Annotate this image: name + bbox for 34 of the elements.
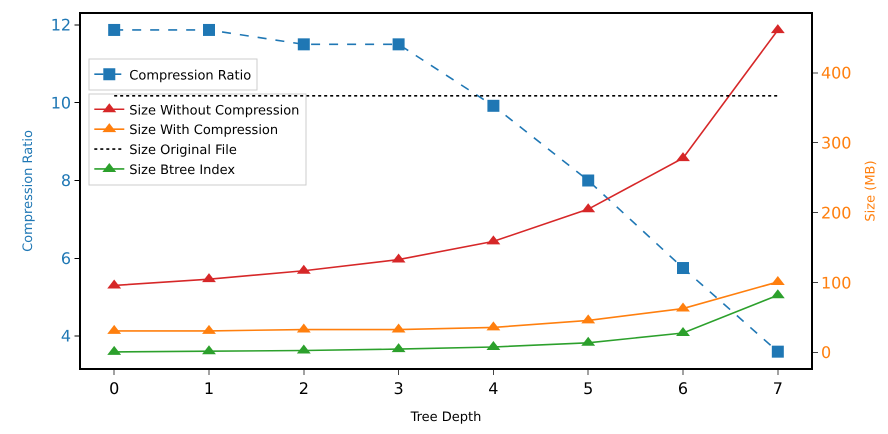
y2-tick-label: 100 xyxy=(820,273,852,292)
x-axis-title: Tree Depth xyxy=(410,410,482,426)
y2-axis-title: Size (MB) xyxy=(864,160,879,222)
y2-tick-label: 200 xyxy=(820,203,852,222)
point xyxy=(202,24,215,36)
legend-label: Size Without Compression xyxy=(129,103,300,118)
x-tick-label: 3 xyxy=(394,378,404,398)
point xyxy=(487,100,500,112)
x-tick-label: 4 xyxy=(488,378,498,398)
x-tick-label: 6 xyxy=(678,378,688,398)
y-tick-label: 6 xyxy=(60,248,72,268)
y2-tick-label: 400 xyxy=(820,63,852,82)
y2-tick-label: 0 xyxy=(820,343,832,362)
y-tick-label: 12 xyxy=(50,15,72,34)
legend-label: Size Btree Index xyxy=(129,163,236,178)
legend-label: Compression Ratio xyxy=(129,68,252,84)
point xyxy=(582,174,594,186)
legend-label: Size Original File xyxy=(129,143,237,158)
x-tick-label: 0 xyxy=(109,378,120,398)
point xyxy=(108,24,120,36)
point xyxy=(677,262,690,274)
y2-tick-label: 300 xyxy=(820,133,852,152)
y-tick-label: 10 xyxy=(50,93,72,112)
point xyxy=(298,38,310,50)
x-tick-label: 5 xyxy=(583,378,594,398)
y-tick-label: 4 xyxy=(60,326,72,346)
point xyxy=(392,38,405,50)
x-tick-label: 2 xyxy=(298,378,309,398)
y-axis-title: Compression Ratio xyxy=(21,130,36,252)
legend-label: Size With Compression xyxy=(129,123,278,138)
y-tick-label: 8 xyxy=(60,171,72,190)
x-tick-label: 7 xyxy=(772,378,783,398)
x-tick-label: 1 xyxy=(204,378,214,398)
point xyxy=(772,346,784,358)
